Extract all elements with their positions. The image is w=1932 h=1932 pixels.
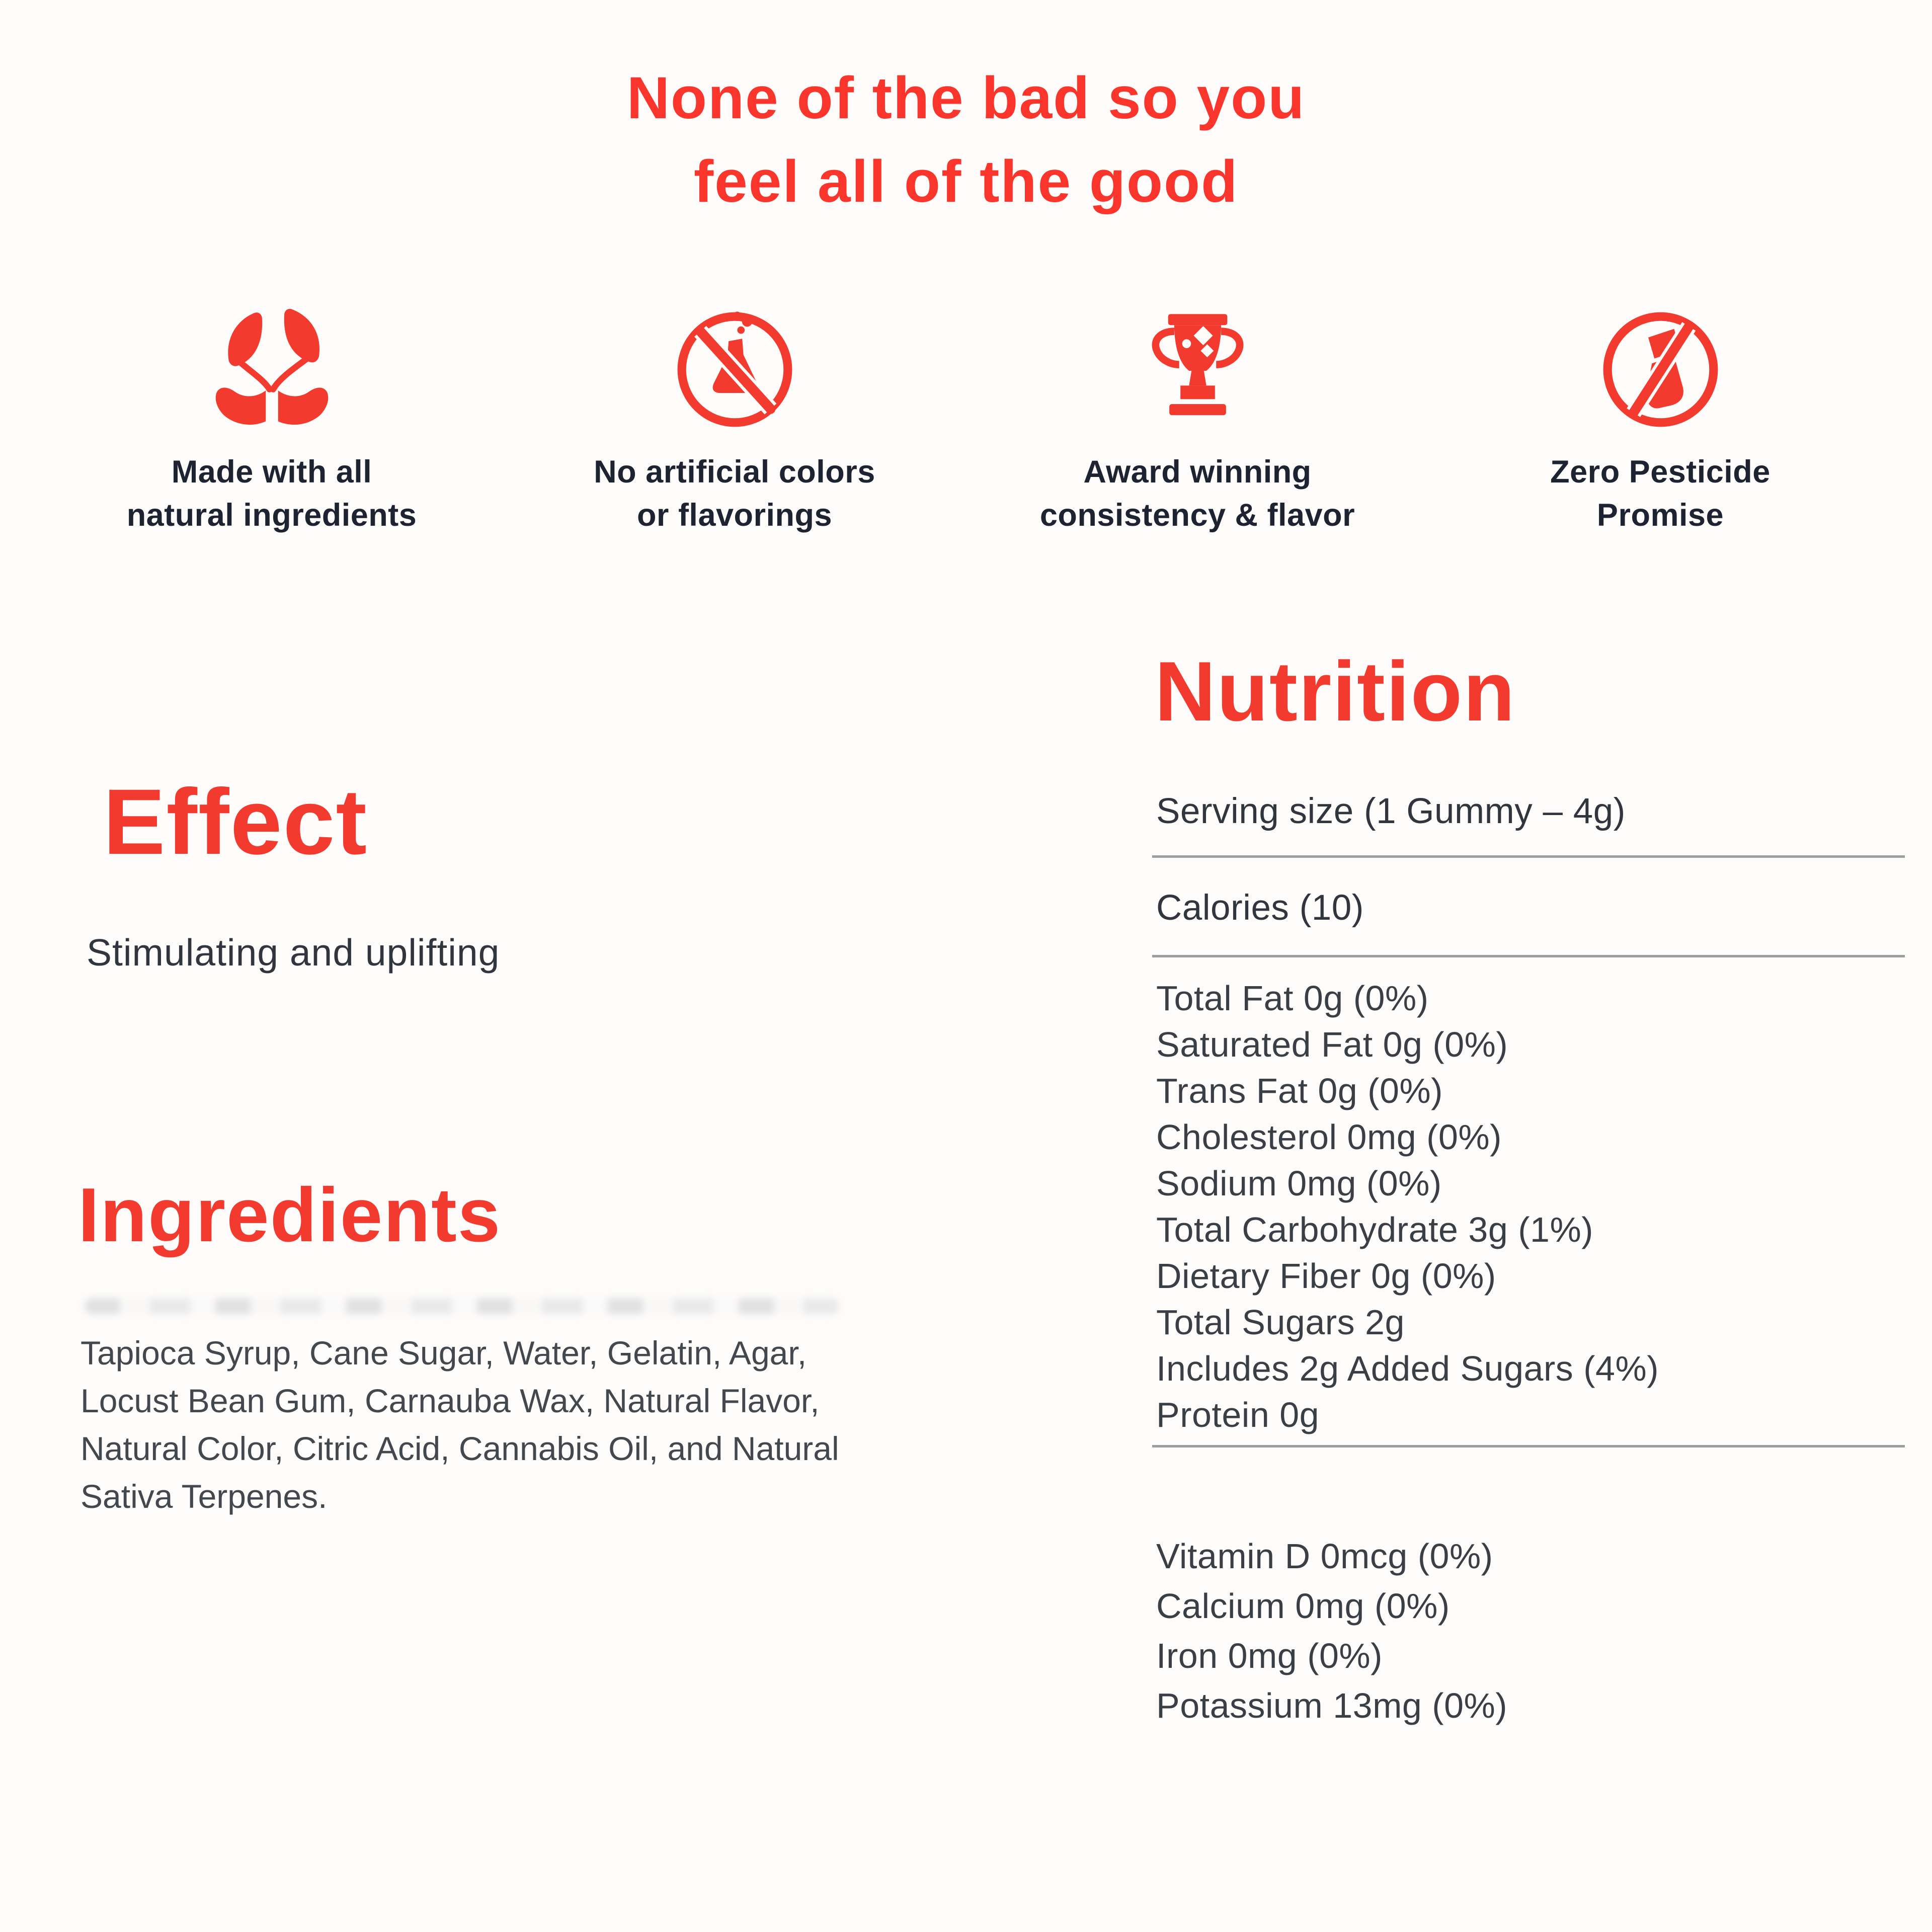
faded-text-artifact xyxy=(85,1298,839,1314)
no-pesticide-icon xyxy=(1599,298,1722,441)
no-artificial-colors-icon xyxy=(673,298,796,441)
feature-label: No artificial colors or flavorings xyxy=(594,454,875,533)
nutrition-fact-row: Dietary Fiber 0g (0%) xyxy=(1156,1256,1496,1296)
vitamin-row: Vitamin D 0mcg (0%) xyxy=(1156,1537,1493,1576)
nutrition-fact-row: Protein 0g xyxy=(1156,1395,1320,1434)
serving-size-text: Serving size (1 Gummy – 4g) xyxy=(1156,791,1626,831)
hands-leaves-icon xyxy=(210,298,334,441)
nutrition-fact-row: Cholesterol 0mg (0%) xyxy=(1156,1117,1502,1157)
vitamin-row: Iron 0mg (0%) xyxy=(1156,1636,1383,1675)
feature-badges-row: Made with all natural ingredients No art… xyxy=(40,298,1892,537)
nutrition-section-title: Nutrition xyxy=(1155,644,1516,739)
effect-description: Stimulating and uplifting xyxy=(87,931,500,974)
nutrition-fact-row: Saturated Fat 0g (0%) xyxy=(1156,1025,1508,1064)
feature-label: Zero Pesticide Promise xyxy=(1550,454,1770,533)
feature-no-artificial: No artificial colors or flavorings xyxy=(503,298,966,537)
feature-natural-ingredients: Made with all natural ingredients xyxy=(40,298,503,537)
nutrition-fact-row: Total Fat 0g (0%) xyxy=(1156,979,1429,1018)
vitamin-row: Potassium 13mg (0%) xyxy=(1156,1686,1508,1725)
divider xyxy=(1152,955,1905,957)
nutrition-facts-list: Total Fat 0g (0%) Saturated Fat 0g (0%) … xyxy=(1156,975,1659,1438)
nutrition-fact-row: Total Sugars 2g xyxy=(1156,1303,1405,1342)
divider xyxy=(1152,1445,1905,1447)
divider xyxy=(1152,855,1905,858)
nutrition-fact-row: Includes 2g Added Sugars (4%) xyxy=(1156,1349,1659,1388)
award-trophy-icon xyxy=(1136,298,1259,441)
feature-zero-pesticide: Zero Pesticide Promise xyxy=(1429,298,1892,537)
feature-label: Award winning consistency & flavor xyxy=(1039,454,1355,533)
ingredients-section-title: Ingredients xyxy=(78,1172,502,1258)
nutrition-fact-row: Sodium 0mg (0%) xyxy=(1156,1164,1442,1203)
effect-section-title: Effect xyxy=(103,770,368,874)
calories-text: Calories (10) xyxy=(1156,888,1364,928)
feature-award-winning: Award winning consistency & flavor xyxy=(966,298,1429,537)
feature-label: Made with all natural ingredients xyxy=(126,454,417,533)
vitamins-list: Vitamin D 0mcg (0%) Calcium 0mg (0%) Iro… xyxy=(1156,1532,1507,1731)
nutrition-fact-row: Total Carbohydrate 3g (1%) xyxy=(1156,1210,1593,1249)
nutrition-fact-row: Trans Fat 0g (0%) xyxy=(1156,1071,1443,1110)
ingredients-list-text: Tapioca Syrup, Cane Sugar, Water, Gelati… xyxy=(80,1334,839,1515)
page-title: None of the bad so you feel all of the g… xyxy=(626,65,1306,215)
vitamin-row: Calcium 0mg (0%) xyxy=(1156,1586,1450,1626)
